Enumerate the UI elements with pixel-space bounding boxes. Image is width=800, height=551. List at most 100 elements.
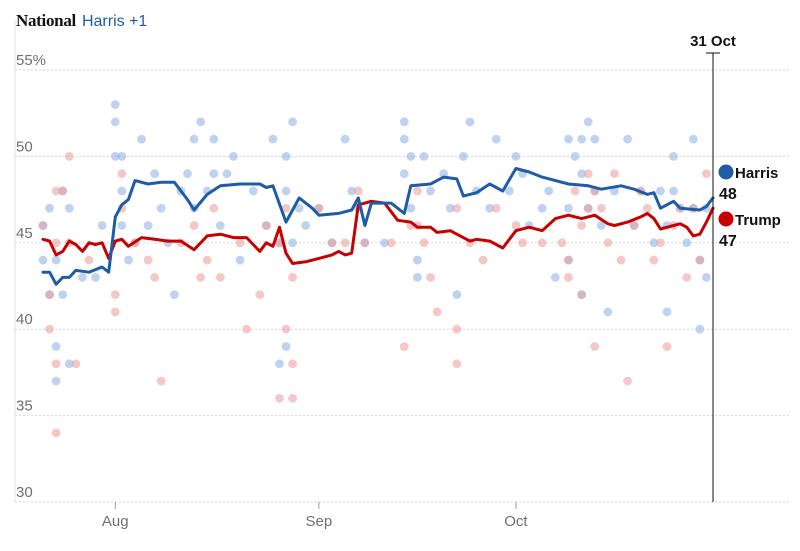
poll-dot-harris [156,203,166,213]
poll-dot-harris [399,169,409,179]
poll-dot-harris [603,307,613,317]
poll-dot-harris [288,117,298,127]
poll-dot-harris [294,203,304,213]
chart-labels: 55% 50 45 40 35 30 Aug Sep Oct 31 Oct Harris 48 Trum… [16,33,781,530]
poll-dot-harris [347,186,357,196]
poll-dot-trump [110,290,120,300]
poll-dot-harris [209,169,219,179]
poll-dot-trump [45,324,54,334]
poll-dot-harris [491,134,501,144]
poll-dot-trump [196,272,206,282]
y-tick-label: 55% [16,52,46,69]
poll-dots [38,100,711,438]
poll-dot-trump [255,290,265,300]
poll-dot-harris [702,272,711,282]
poll-dot-harris [452,290,462,300]
poll-dot-harris [137,134,146,144]
y-tick-label: 30 [16,484,33,501]
poll-dot-harris [577,169,587,179]
poll-dot-harris [537,203,547,213]
poll-dot-harris [406,203,416,213]
poll-dot-trump [143,255,153,265]
poll-dot-harris [189,134,199,144]
poll-dot-harris [281,342,291,351]
series-line-harris [41,167,715,286]
poll-dot-trump [314,203,324,213]
poll-dot-trump [58,186,68,196]
poll-dot-trump [235,238,245,248]
poll-dot-trump [629,221,639,230]
end-label-value-harris: 48 [719,186,737,203]
poll-dot-trump [695,255,705,265]
poll-dot-harris [123,255,133,265]
poll-dot-harris [281,152,291,161]
x-tick-label: Aug [102,513,129,530]
poll-dot-harris [340,134,350,144]
poll-dot-trump [583,169,593,179]
poll-dot-harris [688,134,698,144]
poll-dot-trump [51,428,61,438]
poll-dot-trump [202,255,212,265]
poll-dot-trump [583,203,593,213]
poll-dot-trump [616,255,626,265]
poll-dot-trump [570,186,580,196]
x-tick-label: Sep [306,513,333,530]
poll-dot-harris [406,152,416,161]
series-lines [41,167,715,286]
poll-dot-harris [682,238,692,248]
poll-dot-harris [649,238,659,248]
x-tick-label: Oct [504,513,528,530]
poll-dot-trump [518,238,527,248]
end-label-value-trump: 47 [719,233,737,250]
poll-dot-trump [110,307,120,317]
poll-dot-trump [537,238,547,248]
poll-dot-harris [458,152,468,161]
poll-dot-harris [169,290,179,300]
legend-dot-trump [718,211,734,227]
poll-dot-trump [399,342,409,351]
y-tick-label: 40 [16,311,33,328]
poll-dot-harris [445,203,455,213]
poll-dot-harris [64,203,74,213]
poll-dot-trump [340,238,350,248]
poll-dot-harris [426,186,435,196]
poll-dot-trump [656,238,665,248]
y-tick-label: 45 [16,225,33,242]
poll-dot-harris [583,117,593,127]
poll-dot-harris [150,169,160,179]
y-tick-label: 50 [16,138,33,155]
poll-dot-trump [564,272,573,282]
poll-dot-harris [117,152,127,161]
chart-title: National [16,11,76,30]
poll-dot-trump [452,203,462,213]
poll-dot-harris [465,117,475,127]
poll-dot-harris [288,238,298,248]
poll-dot-harris [662,307,672,317]
poll-dot-harris [209,134,219,144]
poll-dot-harris [399,134,409,144]
poll-dot-harris [117,186,127,196]
poll-dot-trump [51,186,61,196]
poll-dot-trump [189,221,199,230]
poll-dot-harris [117,221,127,230]
poll-dot-trump [452,359,462,369]
poll-dot-trump [432,307,442,317]
poll-dot-harris [51,255,61,265]
poll-dot-trump [596,203,606,213]
poll-dot-harris [564,203,573,213]
end-date-label: 31 Oct [690,33,736,50]
poll-dot-trump [662,342,672,351]
poll-dot-trump [360,238,370,248]
poll-dot-harris [64,359,74,369]
poll-dot-harris [110,117,120,127]
poll-dot-trump [156,376,166,386]
poll-dot-harris [143,221,153,230]
poll-dot-harris [590,134,600,144]
poll-dot-trump [557,238,567,248]
poll-dot-harris [504,186,514,196]
poll-dot-harris [110,100,120,109]
y-tick-label: 35 [16,398,33,415]
poll-dot-trump [71,359,81,369]
chart-header: National Harris +1 [16,11,147,31]
poll-dot-trump [642,203,652,213]
